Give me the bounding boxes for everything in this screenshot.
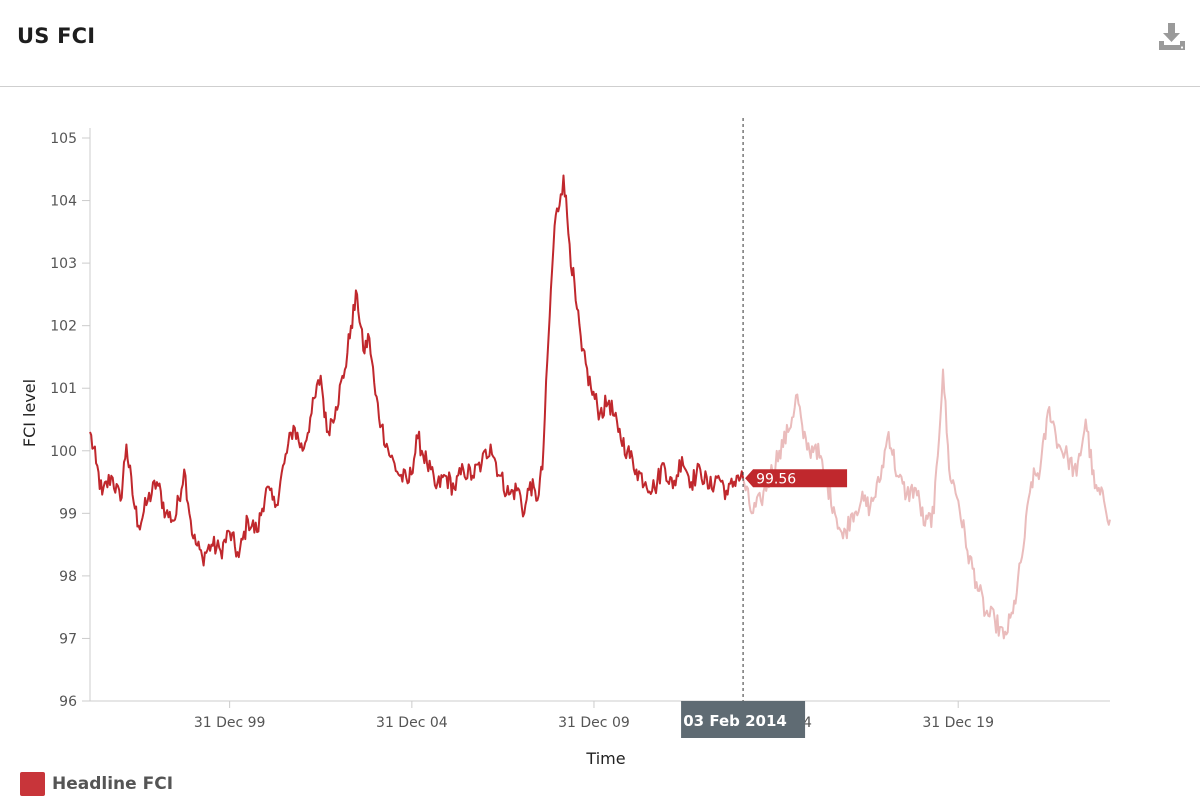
plot-area[interactable]: [89, 174, 1111, 640]
y-axis-title: FCI level: [20, 379, 39, 447]
y-tick-label: 102: [50, 319, 77, 335]
hover-overlay: 99.56 03 Feb 2014: [681, 118, 848, 738]
x-tick-label: 31 Dec 09: [558, 715, 630, 731]
y-axis: 96 97 98 99 100 101 102 103 104 105: [50, 128, 91, 710]
legend-swatch: [20, 772, 45, 796]
x-tick-label: 31 Dec 04: [376, 715, 448, 731]
x-tick-label: 31 Dec 99: [194, 715, 266, 731]
y-tick-label: 104: [50, 194, 77, 210]
chart-header: US FCI: [0, 0, 1200, 87]
y-tick-label: 99: [59, 506, 77, 522]
fci-line-chart[interactable]: 96 97 98 99 100 101 102 103 104 105 31 Dec 99 31 D…: [0, 86, 1200, 766]
value-flag: [745, 469, 848, 488]
download-icon[interactable]: [1155, 20, 1191, 56]
legend-label: Headline FCI: [52, 774, 174, 794]
page-title: US FCI: [17, 24, 96, 48]
value-flag-label: 99.56: [756, 471, 796, 487]
y-tick-label: 100: [50, 444, 77, 460]
y-tick-label: 97: [59, 631, 77, 647]
y-tick-label: 105: [50, 131, 77, 147]
download-icon-graphic: [1159, 23, 1185, 50]
series-line-headline-fci[interactable]: [89, 174, 745, 567]
y-tick-label: 103: [50, 256, 77, 272]
series-line-headline-fci-faded[interactable]: [742, 368, 1111, 640]
y-tick-label: 96: [59, 694, 77, 710]
x-hover-tooltip-label: 03 Feb 2014: [683, 712, 787, 730]
y-tick-label: 101: [50, 381, 77, 397]
y-tick-label: 98: [59, 569, 77, 585]
x-tick-label: 31 Dec 19: [922, 715, 994, 731]
x-axis-title: Time: [585, 749, 625, 766]
x-hover-tooltip: [681, 701, 806, 738]
legend-item-headline-fci[interactable]: Headline FCI: [20, 771, 173, 797]
